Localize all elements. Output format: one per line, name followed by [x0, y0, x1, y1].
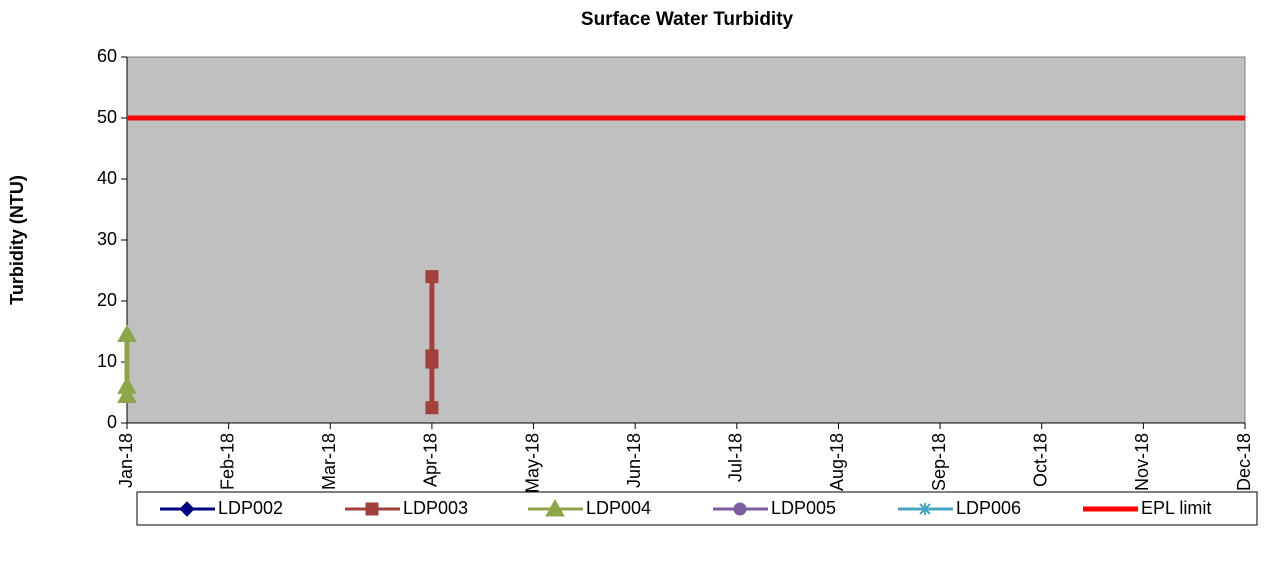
- marker: [117, 324, 137, 343]
- x-tick-label: Sep-18: [929, 433, 949, 491]
- legend-label: LDP003: [403, 498, 468, 518]
- marker: [545, 498, 565, 517]
- legend-label: LDP004: [586, 498, 651, 518]
- legend-box: [136, 491, 1258, 526]
- x-tick-label: May-18: [522, 433, 542, 493]
- marker: [919, 503, 931, 515]
- marker: [425, 355, 439, 369]
- x-tick-label: Apr-18: [421, 433, 441, 487]
- x-tick-label: Oct-18: [1030, 433, 1050, 487]
- x-tick-label: Dec-18: [1234, 433, 1254, 491]
- marker: [365, 502, 379, 516]
- y-tick-label: 60: [97, 46, 117, 66]
- legend-label: LDP005: [771, 498, 836, 518]
- x-tick-label: Nov-18: [1132, 433, 1152, 491]
- legend-label: LDP002: [218, 498, 283, 518]
- marker: [117, 385, 137, 404]
- x-tick-label: Aug-18: [827, 433, 847, 491]
- x-tick-label: Jan-18: [116, 433, 136, 488]
- y-tick-label: 10: [97, 351, 117, 371]
- y-tick-label: 40: [97, 168, 117, 188]
- marker: [425, 401, 439, 415]
- legend-label: EPL limit: [1141, 498, 1211, 518]
- x-tick-label: Jul-18: [726, 433, 746, 482]
- y-tick-label: 30: [97, 229, 117, 249]
- marker: [179, 501, 195, 517]
- chart-title: Surface Water Turbidity: [581, 9, 794, 30]
- x-tick-label: Mar-18: [319, 433, 339, 490]
- y-tick-label: 0: [107, 412, 117, 432]
- y-tick-label: 20: [97, 290, 117, 310]
- y-axis-label: Turbidity (NTU): [7, 175, 27, 305]
- x-tick-label: Jun-18: [624, 433, 644, 488]
- legend-label: LDP006: [956, 498, 1021, 518]
- y-tick-label: 50: [97, 107, 117, 127]
- marker: [425, 270, 439, 284]
- plot-area: [126, 56, 1246, 424]
- x-tick-label: Feb-18: [217, 433, 237, 490]
- marker: [733, 502, 747, 516]
